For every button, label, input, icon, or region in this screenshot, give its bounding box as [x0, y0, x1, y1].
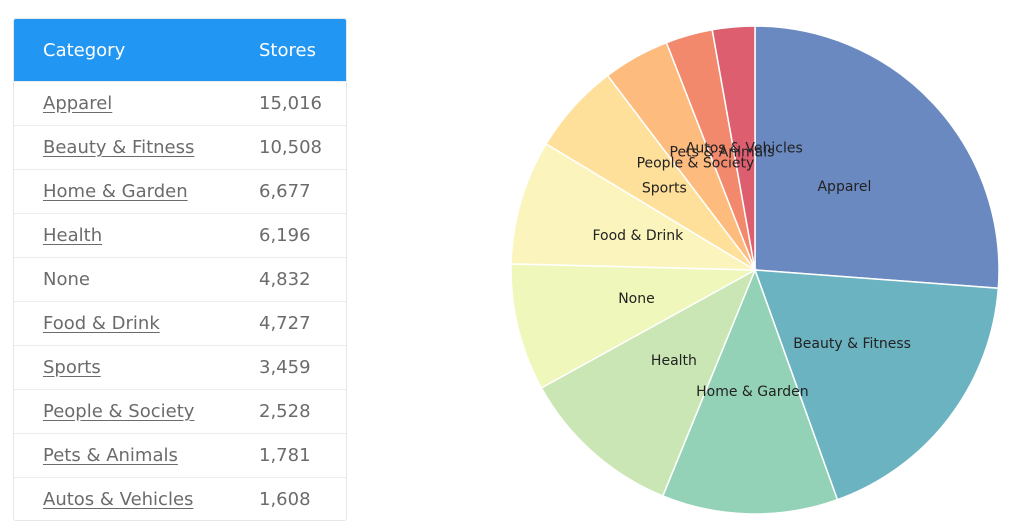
pie-slice-health[interactable] [540, 268, 757, 497]
category-link[interactable]: Health [43, 225, 103, 246]
category-pie-chart: Apparel Beauty & Fitness Home & Garden Heal… [505, 20, 1005, 520]
store-count: 1,608 [259, 489, 311, 510]
pie-label: People & Society [637, 156, 755, 172]
category-link[interactable]: Home & Garden [43, 181, 188, 202]
category-link[interactable]: Apparel [43, 93, 113, 114]
table-header: Category Stores [14, 19, 346, 81]
pie-slice-food-drink[interactable] [510, 142, 758, 271]
category-label: None [43, 269, 90, 290]
pie-chart-svg: Apparel Beauty & Fitness Home & Garden Heal… [510, 25, 1000, 515]
store-category-table: Category Stores Apparel 15,016 Beauty & Fi… [13, 18, 347, 521]
pie-label: Beauty & Fitness [793, 336, 911, 352]
store-count: 3,459 [259, 357, 311, 378]
pie-label: Food & Drink [592, 228, 684, 244]
table-row: None 4,832 [14, 257, 346, 301]
table-row: Beauty & Fitness 10,508 [14, 125, 346, 169]
pie-label: Health [651, 353, 697, 369]
category-link[interactable]: Autos & Vehicles [43, 489, 194, 510]
store-count: 15,016 [259, 93, 322, 114]
category-link[interactable]: People & Society [43, 401, 195, 422]
category-link[interactable]: Sports [43, 357, 101, 378]
table-row: Health 6,196 [14, 213, 346, 257]
pie-slice-apparel[interactable] [754, 25, 1000, 290]
pie-label: Sports [642, 180, 687, 196]
store-count: 4,727 [259, 313, 311, 334]
table-row: Apparel 15,016 [14, 81, 346, 125]
category-column-header: Category [43, 39, 126, 61]
pie-label: Pets & Animals [670, 145, 775, 161]
pie-slice-home-garden[interactable] [661, 267, 839, 515]
table-row: Autos & Vehicles 1,608 [14, 477, 346, 520]
table-row: Sports 3,459 [14, 345, 346, 389]
pie-slice-autos-vehicles[interactable] [711, 25, 756, 271]
pie-label: None [618, 291, 655, 307]
table-row: People & Society 2,528 [14, 389, 346, 433]
category-link[interactable]: Pets & Animals [43, 445, 178, 466]
stores-column-header: Stores [259, 39, 316, 61]
store-count: 1,781 [259, 445, 311, 466]
pie-slice-none[interactable] [510, 263, 758, 389]
store-count: 6,196 [259, 225, 311, 246]
store-count: 2,528 [259, 401, 311, 422]
table-body: Apparel 15,016 Beauty & Fitness 10,508 Home … [14, 81, 346, 520]
pie-label: Apparel [817, 179, 871, 195]
pie-label: Home & Garden [696, 384, 808, 400]
table-row: Pets & Animals 1,781 [14, 433, 346, 477]
pie-slice-beauty-fitness[interactable] [753, 269, 1000, 501]
category-link[interactable]: Beauty & Fitness [43, 137, 195, 158]
store-count: 10,508 [259, 137, 322, 158]
pie-label: Autos & Vehicles [686, 140, 803, 156]
table-row: Home & Garden 6,677 [14, 169, 346, 213]
table-row: Food & Drink 4,727 [14, 301, 346, 345]
store-count: 6,677 [259, 181, 311, 202]
category-link[interactable]: Food & Drink [43, 313, 160, 334]
store-count: 4,832 [259, 269, 311, 290]
